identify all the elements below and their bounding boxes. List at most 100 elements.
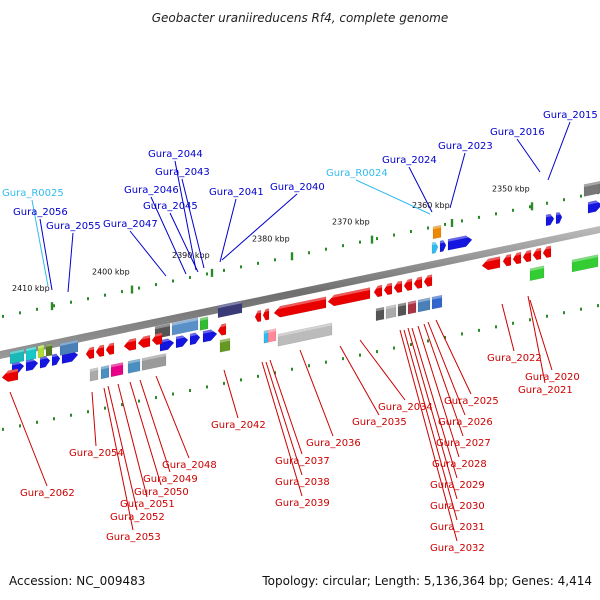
scale-tick — [130, 285, 134, 294]
leader-line — [39, 218, 53, 291]
gene-block — [571, 254, 599, 273]
ruler-dot — [104, 406, 106, 410]
gene-highlight — [376, 307, 384, 312]
gene-highlight — [448, 234, 472, 242]
gene-highlight — [160, 337, 174, 343]
gene-highlight — [374, 285, 382, 290]
gene-highlight — [138, 335, 150, 341]
scale-tick — [50, 302, 54, 311]
gene-highlight — [155, 323, 170, 330]
scale-tick-label: 2380 kbp — [252, 234, 290, 243]
gene-highlight — [408, 300, 416, 305]
leader-line — [403, 329, 458, 521]
gene-label: Gura_2049 — [143, 474, 198, 485]
gene-block — [385, 304, 397, 320]
ruler-dot — [359, 353, 361, 357]
ruler-dot — [240, 265, 242, 269]
reverse-gene-arrow — [273, 296, 327, 318]
leader-line — [31, 199, 49, 287]
leader-line — [529, 299, 553, 371]
gene-highlight — [12, 360, 24, 366]
ruler-dot — [70, 413, 72, 417]
ruler-dot — [512, 208, 514, 212]
reverse-gene-arrow — [254, 309, 262, 323]
ruler-dot — [121, 290, 123, 294]
reverse-gene-arrow — [393, 280, 403, 294]
ruler-dot — [53, 304, 55, 308]
leader-line — [169, 212, 199, 273]
gene-highlight — [111, 362, 123, 368]
leader-line — [355, 179, 431, 215]
gene-highlight — [533, 248, 541, 253]
reverse-gene-arrow — [373, 284, 383, 298]
gene-label: Gura_R0025 — [2, 188, 64, 199]
scale-tick — [210, 268, 214, 277]
gene-highlight — [200, 316, 208, 321]
gene-label: Gura_2044 — [148, 149, 203, 160]
gene-highlight — [60, 339, 78, 346]
gene-highlight — [543, 245, 551, 251]
gene-highlight — [432, 241, 438, 246]
gene-label: Gura_2051 — [120, 499, 175, 510]
forward-gene-arrow — [587, 200, 600, 214]
reverse-gene-arrow — [512, 251, 522, 265]
gene-highlight — [86, 346, 94, 352]
ruler-dot — [2, 314, 4, 318]
ruler-dot — [36, 420, 38, 424]
gene-highlight — [2, 368, 18, 375]
gene-label: Gura_2042 — [211, 420, 266, 431]
leader-line — [219, 198, 237, 263]
leader-line — [181, 178, 205, 269]
gene-highlight — [440, 239, 446, 244]
leader-line — [407, 327, 458, 500]
forward-gene-arrow — [447, 235, 473, 251]
scale-tick — [370, 235, 374, 244]
reverse-gene-arrow — [105, 342, 115, 355]
gene-block — [89, 367, 99, 382]
ruler-dot — [461, 219, 463, 223]
forward-gene-arrow — [39, 355, 51, 369]
gene-highlight — [172, 317, 198, 326]
ruler-dot — [444, 335, 446, 339]
ruler-dot — [512, 321, 514, 325]
gene-label: Gura_2052 — [110, 512, 165, 523]
gene-highlight — [90, 367, 98, 372]
ruler-dot — [410, 230, 412, 234]
gene-label: Gura_2015 — [543, 110, 598, 121]
gene-label: Gura_2050 — [134, 487, 189, 498]
gene-label: Gura_2016 — [490, 127, 545, 138]
leader-line — [117, 383, 148, 498]
leader-line — [417, 325, 460, 458]
ruler-dot — [546, 314, 548, 318]
forward-gene-arrow — [51, 353, 61, 367]
ruler-dot — [274, 371, 276, 375]
ruler-dot — [257, 374, 259, 378]
leader-line — [408, 166, 433, 213]
leader-line — [269, 359, 303, 455]
reverse-gene-arrow — [403, 278, 413, 291]
ruler-dot — [70, 300, 72, 304]
genome-backbone — [0, 226, 600, 359]
gene-highlight — [418, 297, 430, 303]
leader-line — [261, 361, 303, 497]
ruler-dot — [53, 417, 55, 421]
gene-block — [171, 317, 199, 336]
forward-gene-arrow — [189, 332, 201, 346]
gene-highlight — [530, 265, 544, 272]
gene-label: Gura_2038 — [275, 477, 330, 488]
gene-block — [417, 297, 431, 313]
gene-highlight — [40, 355, 50, 360]
gene-highlight — [96, 344, 104, 349]
ruler-dot — [2, 427, 4, 431]
leader-line — [527, 295, 546, 384]
leader-line — [299, 349, 334, 437]
leader-line — [139, 379, 171, 473]
ruler-dot — [189, 388, 191, 392]
ruler-dot — [444, 222, 446, 226]
gene-label: Gura_2043 — [155, 167, 210, 178]
scale-tick-label: 2360 kbp — [412, 201, 450, 210]
ruler-dot — [19, 424, 21, 428]
ruler-dot — [376, 350, 378, 354]
gene-block — [375, 306, 385, 322]
